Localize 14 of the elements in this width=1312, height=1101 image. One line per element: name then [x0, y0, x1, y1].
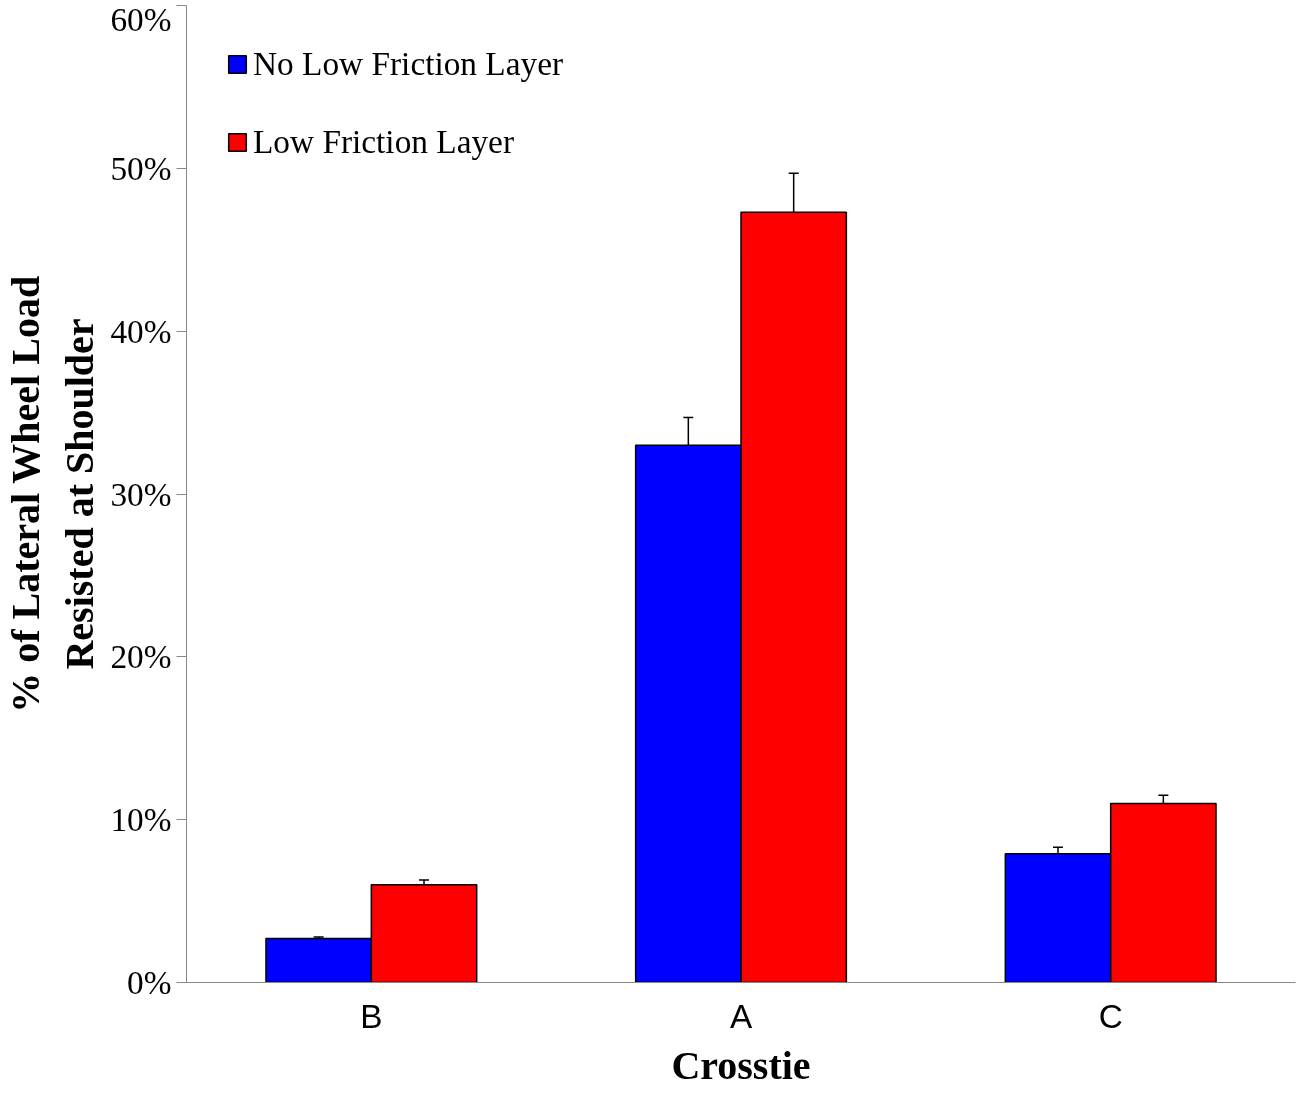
x-tick-label: A	[729, 997, 753, 1035]
legend-label: No Low Friction Layer	[253, 45, 564, 83]
y-tick-label: 10%	[110, 801, 172, 839]
y-tick-label: 40%	[110, 312, 172, 350]
y-tick-label: 60%	[110, 0, 172, 38]
y-tick-label: 20%	[110, 638, 172, 676]
y-tick-label: 0%	[127, 964, 172, 1001]
legend-label: Low Friction Layer	[253, 123, 514, 161]
x-axis-title: Crosstie	[671, 1042, 811, 1088]
x-tick-label: B	[360, 997, 383, 1035]
y-axis-title: % of Lateral Wheel Load Resisted at Shoulder	[3, 275, 103, 713]
x-tick-label: C	[1098, 997, 1123, 1035]
y-tick-label: 30%	[110, 475, 172, 513]
y-tick-label: 50%	[110, 149, 172, 187]
